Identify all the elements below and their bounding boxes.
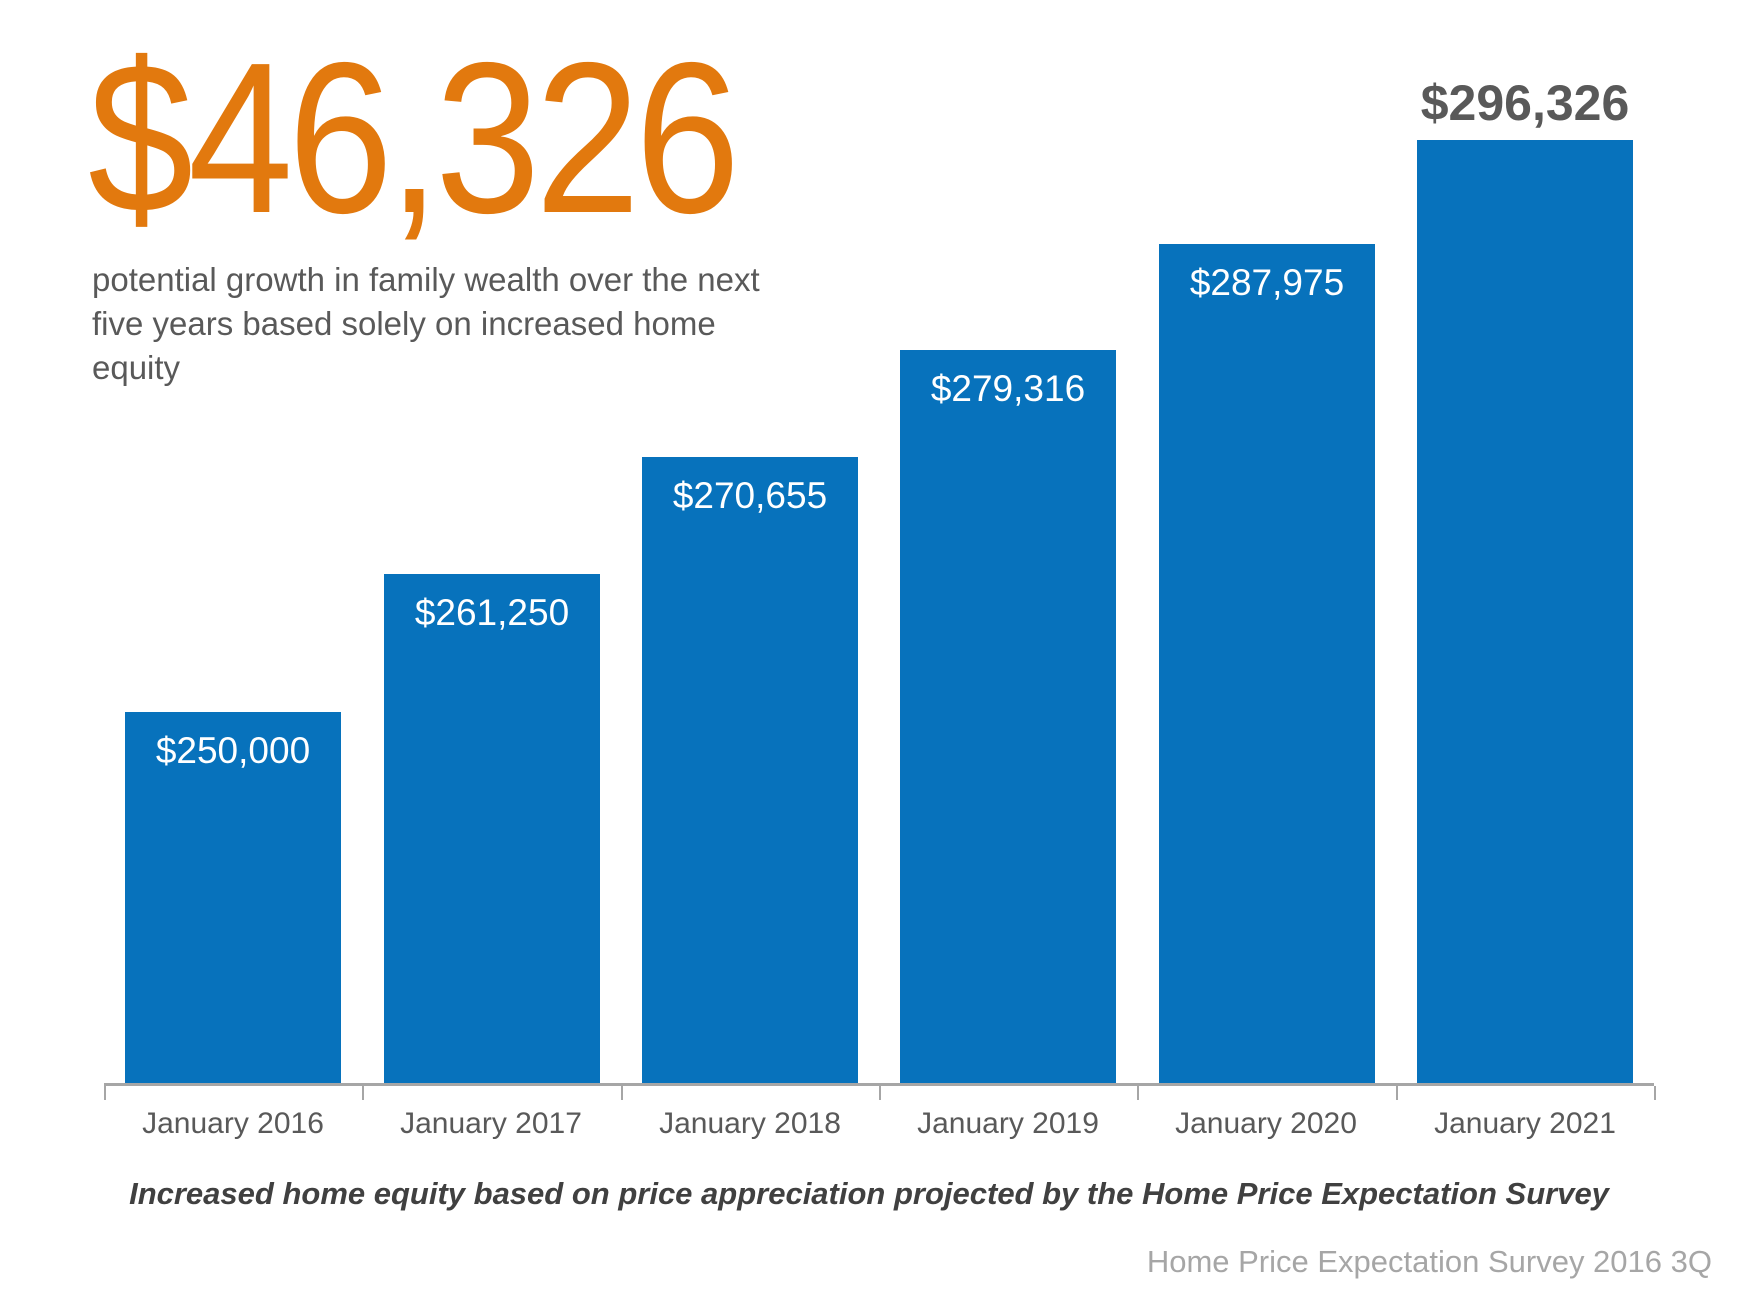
bar-value-label: $296,326 [1420,75,1630,131]
chart-caption: Increased home equity based on price app… [129,1176,1609,1211]
bar: $296,326 [1417,78,1633,1083]
headline-amount: $46,326 [88,17,740,258]
x-axis-tick [879,1086,881,1100]
bar-value-label: $287,975 [1189,262,1345,303]
bar: $279,316 [900,350,1116,1083]
x-axis-tick [1137,1086,1139,1100]
x-axis-label: January 2016 [142,1107,324,1140]
x-axis-line [104,1083,1654,1086]
x-axis-tick [1396,1086,1398,1100]
x-axis-tick [362,1086,364,1100]
source-footer: Home Price Expectation Survey 2016 3Q [1146,1244,1712,1279]
x-axis-tick [104,1086,106,1100]
bar-value-label: $250,000 [155,730,311,771]
bar: $261,250 [384,574,600,1083]
bar: $270,655 [642,457,858,1083]
x-axis-label: January 2021 [1434,1107,1616,1140]
bar: $287,975 [1159,244,1375,1083]
x-axis-label: January 2020 [1175,1107,1357,1140]
x-axis-label: January 2017 [400,1107,582,1140]
bar-value-label: $261,250 [414,592,570,633]
bar-value-label: $270,655 [672,475,828,516]
bar: $250,000 [125,712,341,1083]
x-axis-label: January 2018 [659,1107,841,1140]
headline-subtitle: potential growth in family wealth over t… [92,261,760,386]
bar-value-label: $279,316 [930,368,1086,409]
x-axis-tick [1654,1086,1656,1100]
x-axis-label: January 2019 [917,1107,1099,1140]
x-axis-tick [621,1086,623,1100]
